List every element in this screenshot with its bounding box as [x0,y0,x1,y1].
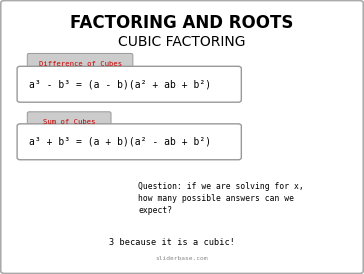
Text: sliderbase.com: sliderbase.com [156,256,208,261]
FancyBboxPatch shape [17,124,241,160]
FancyBboxPatch shape [27,112,111,132]
FancyBboxPatch shape [27,53,133,74]
Text: 3 because it is a cubic!: 3 because it is a cubic! [109,238,235,247]
Text: Difference of Cubes: Difference of Cubes [39,61,122,67]
Text: Sum of Cubes: Sum of Cubes [43,119,95,125]
FancyBboxPatch shape [17,66,241,102]
Text: Question: if we are solving for x,
how many possible answers can we
expect?: Question: if we are solving for x, how m… [138,182,304,215]
Text: a³ - b³ = (a - b)(a² + ab + b²): a³ - b³ = (a - b)(a² + ab + b²) [29,79,211,89]
Text: CUBIC FACTORING: CUBIC FACTORING [118,35,246,50]
Text: a³ + b³ = (a + b)(a² - ab + b²): a³ + b³ = (a + b)(a² - ab + b²) [29,137,211,147]
Text: FACTORING AND ROOTS: FACTORING AND ROOTS [70,14,294,32]
